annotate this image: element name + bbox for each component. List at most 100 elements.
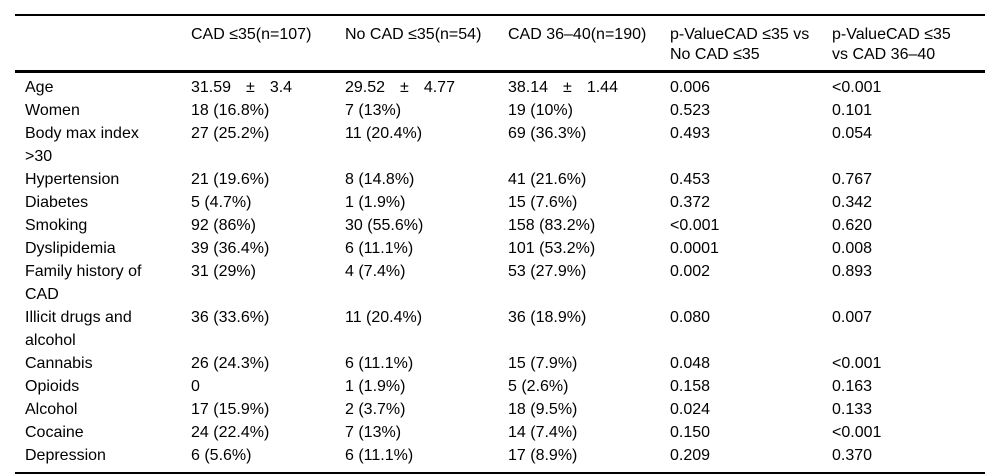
table-cell: 17 (8.9%)	[508, 447, 578, 464]
table-cell: 0.006	[670, 79, 711, 96]
plus-minus-sign: ±	[563, 79, 572, 96]
table-row: Diabetes 5 (4.7%) 1 (1.9%) 15 (7.6%) 0.372 0.…	[15, 191, 985, 214]
column-header-line: p-ValueCAD ≤35	[832, 26, 951, 43]
table-cell: 15 (7.6%)	[508, 194, 578, 211]
row-label-line: Body max index	[25, 125, 139, 142]
table-cell: 15 (7.9%)	[508, 355, 578, 372]
sd-value: 4.77	[423, 79, 455, 96]
row-label-line: Diabetes	[25, 194, 89, 211]
table-cell: 0.158	[670, 378, 711, 395]
baseline-characteristics-table: CAD ≤35(n=107) No CAD ≤35(n=54) CAD 36–40(…	[15, 14, 985, 474]
table-cell: <0.001	[832, 424, 882, 441]
table-cell: 24 (22.4%)	[191, 424, 270, 441]
row-label-line: >30	[25, 148, 53, 165]
table-cell: 7 (13%)	[345, 102, 402, 119]
table-cell: 26 (24.3%)	[191, 355, 270, 372]
row-label-line: alcohol	[25, 332, 76, 349]
table-cell: 7 (13%)	[345, 424, 402, 441]
table-row: Age 31.59 ±3.4 29.52 ±4.77 38.14 ±1.44 0.006 <0.…	[15, 72, 985, 100]
table-cell: 0.002	[670, 263, 711, 280]
column-header: p-ValueCAD ≤35 vs No CAD ≤35	[670, 15, 832, 73]
sd-value: 3.4	[269, 79, 293, 96]
table-row: Depression 6 (5.6%) 6 (11.1%) 17 (8.9%) 0.20…	[15, 444, 985, 473]
table-cell: 30 (55.6%)	[345, 217, 424, 234]
table-cell: 1 (1.9%)	[345, 378, 406, 395]
row-label-line: Illicit drugs and	[25, 309, 132, 326]
column-header: No CAD ≤35(n=54)	[345, 15, 508, 73]
table-row: Dyslipidemia 39 (36.4%) 6 (11.1%) 101 (53.2…	[15, 237, 985, 260]
table-cell: 11 (20.4%)	[345, 125, 423, 142]
row-label-line: Smoking	[25, 217, 88, 234]
table-cell: 19 (10%)	[508, 102, 573, 119]
table-cell: 21 (19.6%)	[191, 171, 270, 188]
column-header: CAD ≤35(n=107)	[191, 15, 345, 73]
row-label: Family history of CAD	[15, 260, 191, 306]
table-cell: <0.001	[670, 217, 720, 234]
column-header-empty	[15, 15, 191, 73]
table-cell: 92 (86%)	[191, 217, 256, 234]
table-header-row: CAD ≤35(n=107) No CAD ≤35(n=54) CAD 36–40(…	[15, 15, 985, 73]
table-cell: 0.453	[670, 171, 711, 188]
row-label-line: Depression	[25, 447, 106, 464]
row-label-line: Dyslipidemia	[25, 240, 116, 257]
table-cell: 29.52 ±4.77	[345, 72, 508, 100]
row-label-line: Cocaine	[25, 424, 84, 441]
table-cell: 0.523	[670, 102, 711, 119]
table-cell: 0.209	[670, 447, 711, 464]
table-cell: 0.133	[832, 401, 873, 418]
row-label: Age	[15, 72, 191, 100]
column-header: CAD 36–40(n=190)	[508, 15, 670, 73]
table-header: CAD ≤35(n=107) No CAD ≤35(n=54) CAD 36–40(…	[15, 15, 985, 73]
table-cell: 0.342	[832, 194, 873, 211]
table-row: Family history of CAD 31 (29%) 4 (7.4%) 53 (…	[15, 260, 985, 306]
row-label: Diabetes	[15, 191, 191, 214]
table-cell: 11 (20.4%)	[345, 309, 423, 326]
table-cell: 27 (25.2%)	[191, 125, 270, 142]
row-label-line: Alcohol	[25, 401, 78, 418]
table-row: Opioids 0 1 (1.9%) 5 (2.6%) 0.158 0.163	[15, 375, 985, 398]
table-cell: 41 (21.6%)	[508, 171, 587, 188]
row-label: Illicit drugs and alcohol	[15, 306, 191, 352]
table-cell: 0.048	[670, 355, 711, 372]
column-header: p-ValueCAD ≤35 vs CAD 36–40	[832, 15, 985, 73]
table-cell: 0.150	[670, 424, 711, 441]
table-cell: 6 (11.1%)	[345, 355, 414, 372]
table-body: Age 31.59 ±3.4 29.52 ±4.77 38.14 ±1.44 0.006 <0.…	[15, 72, 985, 474]
row-label-line: Hypertension	[25, 171, 120, 188]
table-cell: 0.007	[832, 309, 873, 326]
table-cell: 0.620	[832, 217, 873, 234]
table-row: Alcohol 17 (15.9%) 2 (3.7%) 18 (9.5%) 0.024 0…	[15, 398, 985, 421]
table-cell: 0.080	[670, 309, 711, 326]
table-cell: 158 (83.2%)	[508, 217, 596, 234]
row-label: Women	[15, 99, 191, 122]
row-label: Smoking	[15, 214, 191, 237]
table-cell: 4 (7.4%)	[345, 263, 406, 280]
table-cell: 17 (15.9%)	[191, 401, 270, 418]
mean-value: 38.14	[508, 79, 549, 96]
table-cell: 18 (16.8%)	[191, 102, 270, 119]
row-label-line: Family history of	[25, 263, 142, 280]
table-cell: 31 (29%)	[191, 263, 256, 280]
table-row: Women 18 (16.8%) 7 (13%) 19 (10%) 0.523 0.101	[15, 99, 985, 122]
table-cell: 0.372	[670, 194, 711, 211]
table-cell: 14 (7.4%)	[508, 424, 578, 441]
table-row: Cannabis 26 (24.3%) 6 (11.1%) 15 (7.9%) 0.04…	[15, 352, 985, 375]
table-row: Hypertension 21 (19.6%) 8 (14.8%) 41 (21.6%…	[15, 168, 985, 191]
table-cell: 6 (11.1%)	[345, 240, 414, 257]
table-container: CAD ≤35(n=107) No CAD ≤35(n=54) CAD 36–40(…	[15, 14, 985, 474]
row-label: Hypertension	[15, 168, 191, 191]
table-cell: 5 (4.7%)	[191, 194, 252, 211]
table-cell: 5 (2.6%)	[508, 378, 569, 395]
table-cell: 36 (33.6%)	[191, 309, 270, 326]
row-label-line: Cannabis	[25, 355, 93, 372]
table-cell: 0.767	[832, 171, 873, 188]
mean-value: 29.52	[345, 79, 386, 96]
table-cell: <0.001	[832, 79, 882, 96]
row-label-line: Age	[25, 79, 54, 96]
table-row: Cocaine 24 (22.4%) 7 (13%) 14 (7.4%) 0.150 <0…	[15, 421, 985, 444]
row-label-line: Women	[25, 102, 80, 119]
row-label: Dyslipidemia	[15, 237, 191, 260]
plus-minus-sign: ±	[246, 79, 255, 96]
table-cell: 2 (3.7%)	[345, 401, 406, 418]
table-row: Smoking 92 (86%) 30 (55.6%) 158 (83.2%) <0.0…	[15, 214, 985, 237]
